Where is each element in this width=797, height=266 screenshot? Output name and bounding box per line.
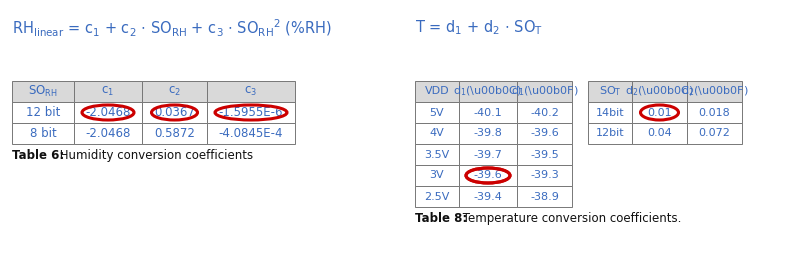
Bar: [415, 102, 459, 123]
Text: 14bit: 14bit: [595, 107, 624, 118]
Text: -39.4: -39.4: [473, 192, 502, 202]
Bar: [415, 165, 459, 186]
Bar: [12, 102, 74, 123]
Text: -38.9: -38.9: [530, 192, 559, 202]
Bar: [517, 102, 572, 123]
Bar: [517, 123, 572, 144]
Text: -39.8: -39.8: [473, 128, 502, 139]
Text: -39.6: -39.6: [473, 171, 502, 181]
Text: -39.5: -39.5: [530, 149, 559, 160]
Bar: [459, 123, 517, 144]
Bar: [74, 123, 142, 144]
Bar: [415, 123, 459, 144]
Text: VDD: VDD: [425, 86, 450, 97]
Text: 3.5V: 3.5V: [424, 149, 450, 160]
Text: 0.018: 0.018: [699, 107, 730, 118]
Text: RH$_{\mathregular{linear}}$ = c$_1$ + c$_2$ $\cdot$ SO$_{\mathregular{RH}}$ + c$: RH$_{\mathregular{linear}}$ = c$_1$ + c$…: [12, 18, 332, 39]
Bar: [588, 81, 632, 102]
Text: c$_1$: c$_1$: [101, 85, 115, 98]
Text: d$_1$(\u00b0F): d$_1$(\u00b0F): [511, 85, 579, 98]
Bar: [459, 81, 517, 102]
Bar: [142, 123, 207, 144]
Text: -39.7: -39.7: [473, 149, 502, 160]
Text: 12 bit: 12 bit: [26, 106, 61, 119]
Bar: [588, 102, 632, 123]
Text: 12bit: 12bit: [595, 128, 624, 139]
Bar: [687, 123, 742, 144]
Bar: [207, 123, 295, 144]
Bar: [415, 186, 459, 207]
Bar: [632, 102, 687, 123]
Bar: [12, 81, 74, 102]
Bar: [12, 123, 74, 144]
Bar: [687, 81, 742, 102]
Bar: [207, 102, 295, 123]
Text: 3V: 3V: [430, 171, 444, 181]
Text: d$_2$(\u00b0C): d$_2$(\u00b0C): [625, 85, 694, 98]
Text: 2.5V: 2.5V: [424, 192, 450, 202]
Text: 0.01: 0.01: [647, 107, 672, 118]
Text: T = d$_1$ + d$_2$ $\cdot$ SO$_{\mathregular{T}}$: T = d$_1$ + d$_2$ $\cdot$ SO$_{\mathregu…: [415, 18, 543, 37]
Text: Table 6:: Table 6:: [12, 149, 65, 162]
Text: SO$_{\mathregular{T}}$: SO$_{\mathregular{T}}$: [599, 85, 622, 98]
Text: 0.04: 0.04: [647, 128, 672, 139]
Bar: [517, 144, 572, 165]
Text: -2.0468: -2.0468: [85, 106, 131, 119]
Text: -1.5955E-6: -1.5955E-6: [218, 106, 283, 119]
Bar: [459, 144, 517, 165]
Text: c$_2$: c$_2$: [168, 85, 181, 98]
Bar: [632, 123, 687, 144]
Bar: [588, 123, 632, 144]
Text: -39.6: -39.6: [530, 128, 559, 139]
Text: -40.1: -40.1: [473, 107, 502, 118]
Bar: [207, 81, 295, 102]
Text: SO$_{\mathregular{RH}}$: SO$_{\mathregular{RH}}$: [28, 84, 58, 99]
Bar: [459, 186, 517, 207]
Text: d$_2$(\u00b0F): d$_2$(\u00b0F): [681, 85, 748, 98]
Bar: [517, 165, 572, 186]
Bar: [459, 102, 517, 123]
Bar: [517, 186, 572, 207]
Bar: [459, 165, 517, 186]
Bar: [517, 81, 572, 102]
Text: -40.2: -40.2: [530, 107, 559, 118]
Text: -4.0845E-4: -4.0845E-4: [218, 127, 283, 140]
Bar: [74, 102, 142, 123]
Text: 0.0367: 0.0367: [154, 106, 195, 119]
Text: 0.5872: 0.5872: [154, 127, 195, 140]
Text: 4V: 4V: [430, 128, 445, 139]
Bar: [415, 144, 459, 165]
Text: 8 bit: 8 bit: [29, 127, 57, 140]
Bar: [632, 81, 687, 102]
Text: 5V: 5V: [430, 107, 444, 118]
Text: c$_3$: c$_3$: [245, 85, 257, 98]
Text: Humidity conversion coefficients: Humidity conversion coefficients: [56, 149, 253, 162]
Text: -2.0468: -2.0468: [85, 127, 131, 140]
Text: d$_1$(\u00b0C): d$_1$(\u00b0C): [453, 85, 523, 98]
Bar: [687, 102, 742, 123]
Text: 0.072: 0.072: [698, 128, 730, 139]
Bar: [415, 81, 459, 102]
Text: Temperature conversion coefficients.: Temperature conversion coefficients.: [459, 212, 681, 225]
Bar: [74, 81, 142, 102]
Bar: [142, 102, 207, 123]
Bar: [142, 81, 207, 102]
Text: -39.3: -39.3: [530, 171, 559, 181]
Text: Table 8:: Table 8:: [415, 212, 467, 225]
